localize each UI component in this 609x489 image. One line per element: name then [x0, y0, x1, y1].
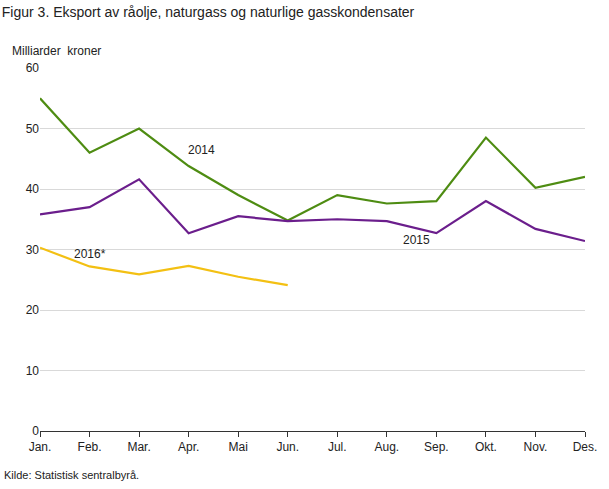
svg-text:Jan.: Jan.: [29, 440, 52, 454]
svg-text:Nov.: Nov.: [524, 440, 548, 454]
svg-text:20: 20: [26, 303, 40, 317]
svg-text:Feb.: Feb.: [78, 440, 102, 454]
svg-text:Mar.: Mar.: [127, 440, 150, 454]
svg-text:Kilde: Statistisk sentralbyrå.: Kilde: Statistisk sentralbyrå.: [4, 469, 139, 481]
svg-text:Figur 3. Eksport av råolje, na: Figur 3. Eksport av råolje, naturgass og…: [2, 4, 415, 20]
svg-text:2015: 2015: [403, 233, 430, 247]
svg-text:Aug.: Aug.: [374, 440, 399, 454]
svg-text:40: 40: [26, 182, 40, 196]
svg-text:30: 30: [26, 243, 40, 257]
svg-text:Mai: Mai: [229, 440, 248, 454]
svg-text:Okt.: Okt.: [475, 440, 497, 454]
svg-text:Jun.: Jun.: [276, 440, 299, 454]
svg-text:Jul.: Jul.: [328, 440, 347, 454]
svg-text:60: 60: [26, 61, 40, 75]
svg-text:0: 0: [32, 424, 39, 438]
svg-text:50: 50: [26, 122, 40, 136]
svg-text:2014: 2014: [188, 143, 215, 157]
svg-text:Milliarder kroner: Milliarder kroner: [12, 44, 101, 58]
svg-text:Des.: Des.: [573, 440, 598, 454]
svg-text:10: 10: [26, 364, 40, 378]
svg-text:Sep.: Sep.: [424, 440, 449, 454]
svg-text:2016*: 2016*: [74, 247, 106, 261]
svg-text:Apr.: Apr.: [178, 440, 199, 454]
